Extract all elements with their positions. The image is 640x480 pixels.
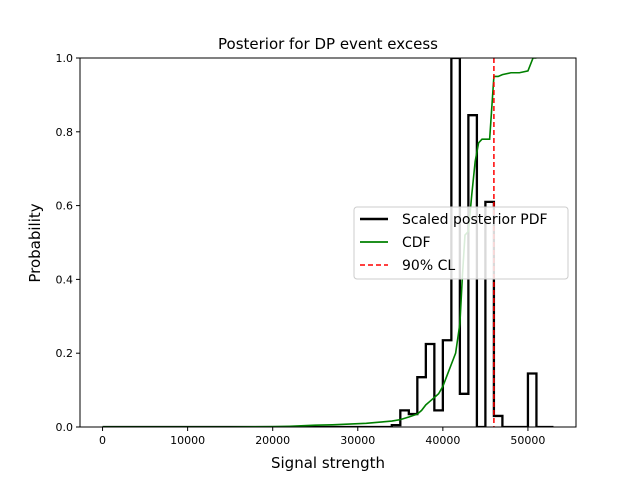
x-tick-label: 40000 [425, 434, 460, 447]
x-axis-label: Signal strength [271, 454, 385, 472]
axes-frame [79, 57, 577, 428]
x-tick-label: 20000 [255, 434, 290, 447]
y-tick-label: 0.0 [56, 421, 74, 434]
axis-ticks: 0 10000 20000 30000 40000 50000 0.0 0.2 0.4 0.6 0.… [56, 52, 546, 447]
x-tick-label: 50000 [510, 434, 545, 447]
legend-label-cdf: CDF [402, 235, 431, 251]
legend-label-pdf: Scaled posterior PDF [402, 212, 548, 228]
y-axis-label: Probability [26, 203, 44, 282]
legend-label-cl: 90% CL [402, 258, 455, 274]
pdf-bin [434, 410, 443, 427]
pdf-histogram [102, 58, 554, 427]
x-tick-label: 0 [99, 434, 106, 447]
y-tick-label: 0.2 [56, 347, 74, 360]
pdf-bin [494, 416, 503, 427]
legend: Scaled posterior PDF CDF 90% CL [353, 206, 569, 280]
x-tick-label: 30000 [340, 434, 375, 447]
pdf-bin [426, 344, 435, 427]
x-tick-label: 10000 [170, 434, 205, 447]
legend-box [353, 206, 569, 280]
y-tick-label: 0.6 [56, 200, 74, 213]
y-tick-label: 0.4 [56, 273, 74, 286]
pdf-bin [528, 373, 537, 427]
y-tick-label: 1.0 [56, 52, 74, 65]
chart-title: Posterior for DP event excess [218, 35, 438, 53]
cdf-series [102, 58, 537, 427]
pdf-bin [417, 377, 426, 427]
pdf-step-line [102, 58, 554, 427]
pdf-bin [460, 394, 469, 427]
y-tick-label: 0.8 [56, 126, 74, 139]
